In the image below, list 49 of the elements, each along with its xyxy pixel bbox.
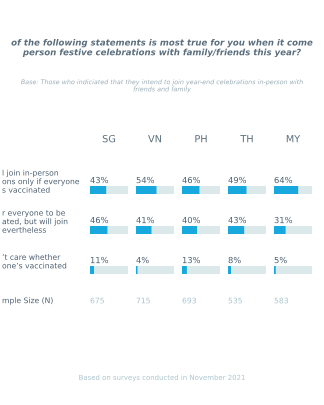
bar [90, 186, 106, 194]
bar [152, 226, 174, 234]
bar [197, 226, 220, 234]
bar [276, 266, 312, 274]
data-label: 43% [228, 216, 246, 224]
chart-title: TH [240, 135, 253, 142]
text: of the following statements is most true for you when it come person festive celebrations with family/friends this year? [11, 38, 313, 58]
chart-title: SG [102, 135, 116, 142]
bar [106, 186, 128, 194]
bar [90, 226, 108, 234]
bar [90, 266, 94, 274]
bar [182, 266, 187, 274]
bar [231, 266, 266, 274]
bar [244, 226, 266, 234]
data-label: 49% [228, 176, 246, 184]
bar [182, 226, 198, 234]
bar [138, 266, 174, 274]
data-label: 40% [182, 216, 200, 224]
bar [228, 266, 232, 274]
data-label: 64% [274, 176, 292, 184]
bar [286, 226, 312, 234]
bar [274, 186, 298, 194]
data-label: 5% [274, 256, 287, 264]
bar [182, 186, 200, 194]
bar [94, 266, 128, 274]
bar [298, 186, 312, 194]
data-label: 8% [228, 256, 241, 264]
bar [136, 226, 152, 234]
bar [186, 266, 220, 274]
chart-title: VN [148, 135, 162, 142]
data-label: 54% [136, 176, 154, 184]
data-label: 43% [90, 176, 108, 184]
bar [228, 226, 244, 234]
bar [228, 186, 247, 194]
data-label: 4% [136, 256, 149, 264]
bar [246, 186, 266, 194]
bar [136, 186, 157, 194]
data-label: 41% [136, 216, 154, 224]
data-label: 13% [182, 256, 200, 264]
data-label: 11% [90, 256, 108, 264]
bar [274, 226, 286, 234]
data-label: 46% [182, 176, 200, 184]
bar [107, 226, 128, 234]
bar [199, 186, 220, 194]
data-label: 31% [274, 216, 292, 224]
bar [156, 186, 174, 194]
chart-title: PH [195, 135, 207, 142]
data-label: 46% [90, 216, 108, 224]
chart-title: MY [286, 135, 300, 142]
